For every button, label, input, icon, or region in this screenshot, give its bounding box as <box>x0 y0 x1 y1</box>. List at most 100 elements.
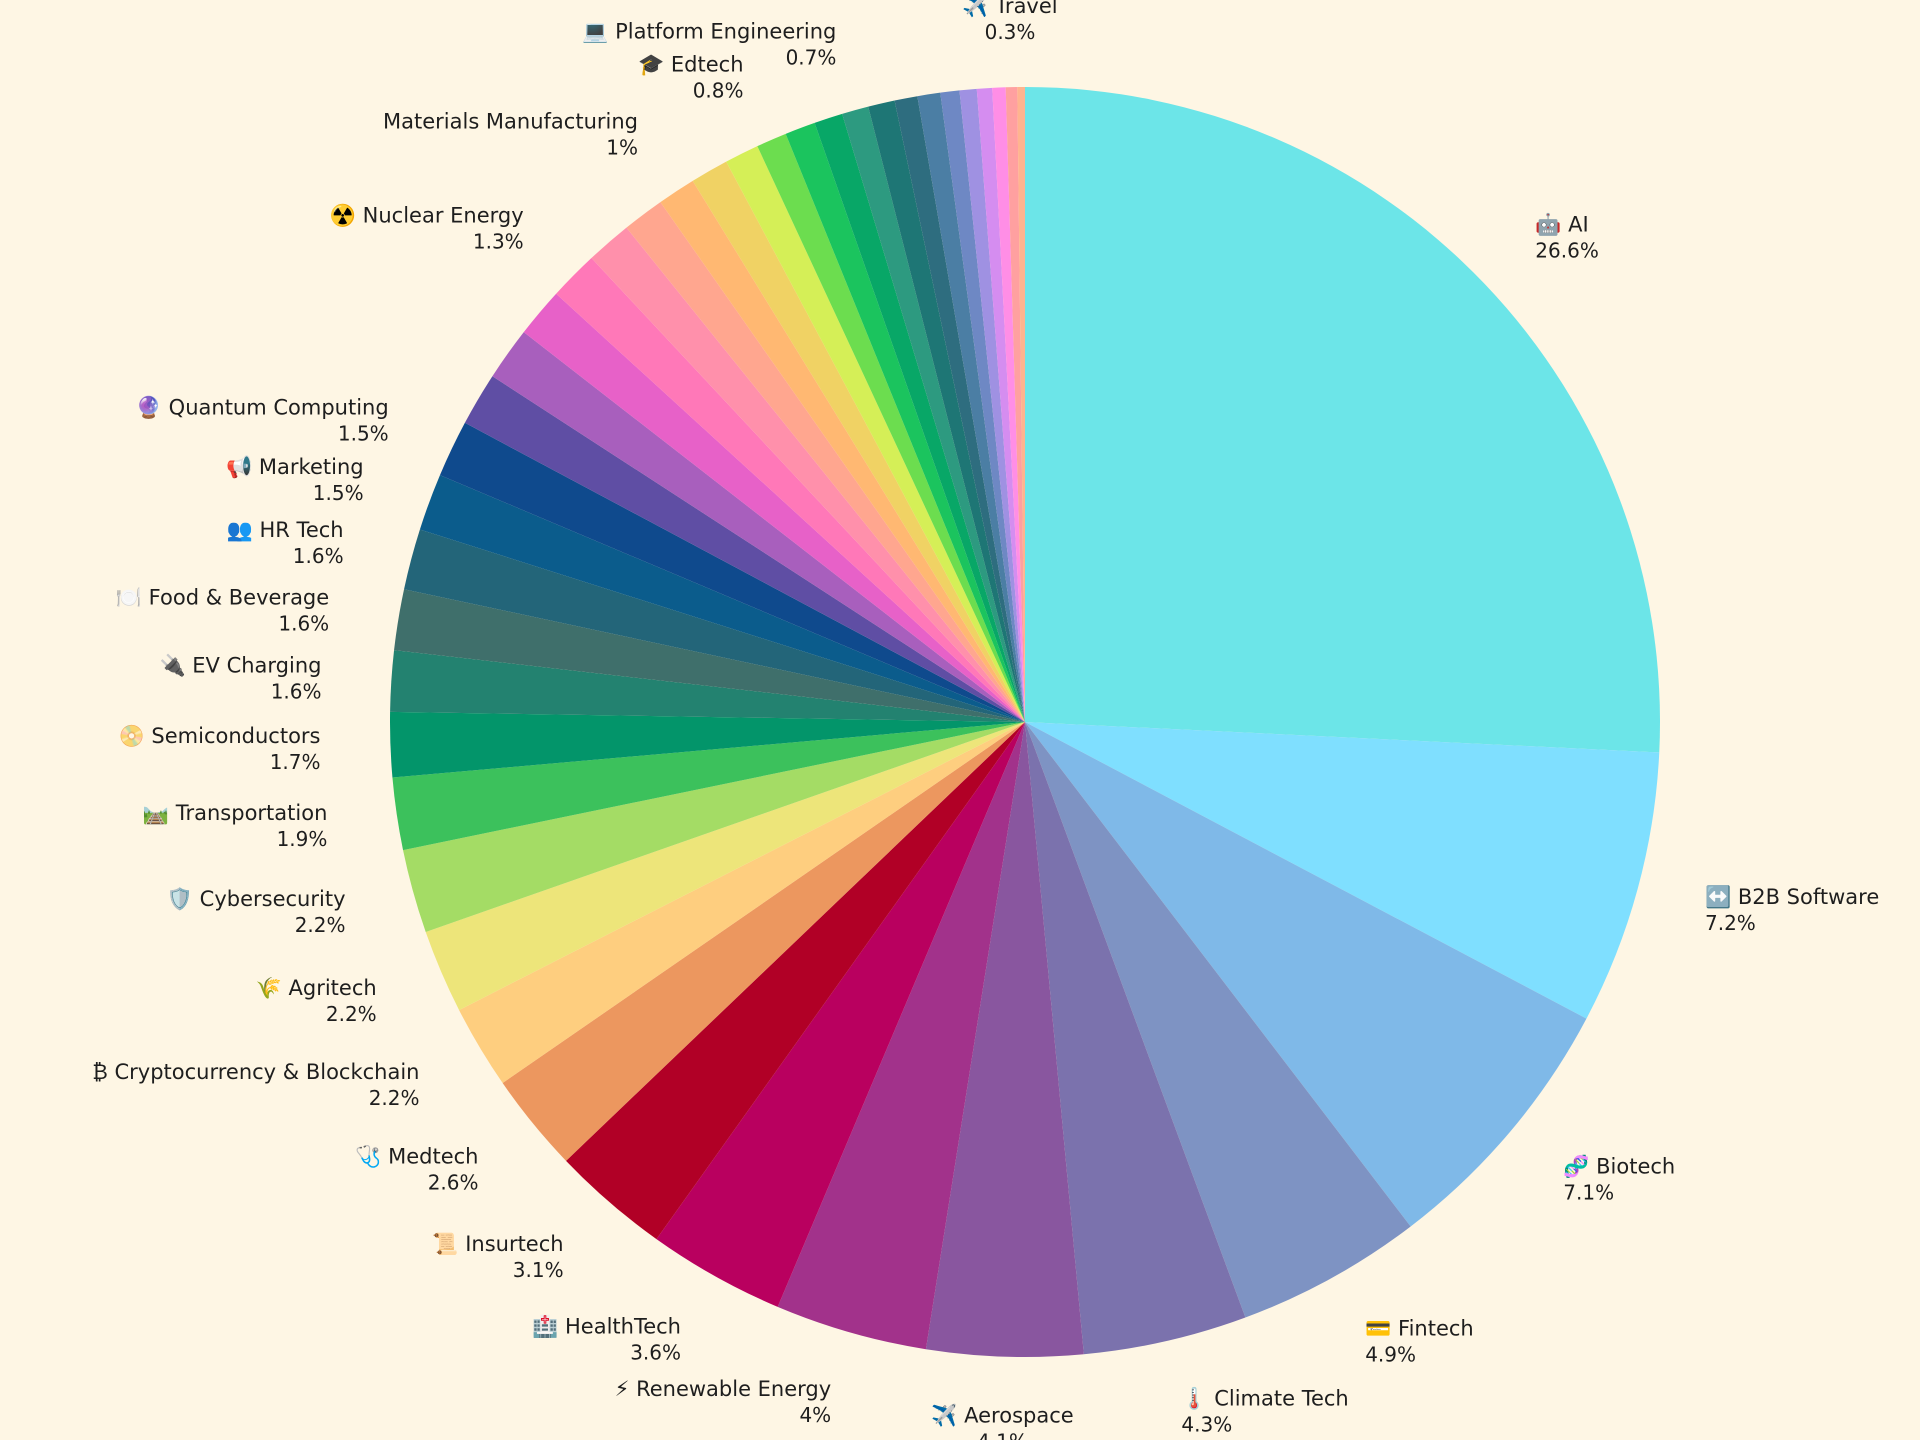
svg-text:🔌 EV Charging: 🔌 EV Charging <box>159 652 321 677</box>
aerospace-icon: ✈️ <box>931 1403 964 1428</box>
pie-slice-climate-tech <box>1025 722 1246 1355</box>
pie-slice <box>976 87 1025 723</box>
pie-slice <box>1017 87 1025 722</box>
svg-text:🏥 HealthTech: 🏥 HealthTech <box>532 1313 681 1338</box>
slice-percent: 1.7% <box>270 750 321 774</box>
slice-label: Cybersecurity <box>200 887 346 911</box>
svg-text:📀 Semiconductors: 📀 Semiconductors <box>119 723 321 749</box>
pie-slice <box>464 376 1025 722</box>
pie-slice <box>492 332 1025 722</box>
svg-text:🤖 AI: 🤖 AI <box>1535 212 1588 237</box>
slice-percent: 1.9% <box>277 827 328 851</box>
slice-label: Nuclear Energy <box>363 203 524 227</box>
pie-slice <box>591 227 1025 722</box>
svg-text:↔️ B2B Software: ↔️ B2B Software <box>1705 884 1879 909</box>
svg-text:⚡ Renewable Energy: ⚡ Renewable Energy <box>615 1377 832 1401</box>
medtech-icon: 🩺 <box>355 1143 388 1168</box>
insurtech-icon: 📜 <box>432 1232 465 1256</box>
pie-slice-cybersecurity <box>403 722 1025 932</box>
pie-slice <box>992 87 1025 723</box>
slice-percent: 1% <box>606 136 638 160</box>
pie-slice <box>894 96 1025 722</box>
pie-slice-agritech <box>425 722 1026 1011</box>
pie-slice-transportation <box>392 722 1025 851</box>
slice-percent: 2.6% <box>428 1170 479 1194</box>
pie-slice-renewable-energy <box>777 722 1025 1350</box>
pie-slice-quantum-computing <box>439 422 1026 722</box>
slice-percent: 4.9% <box>1365 1343 1416 1367</box>
slice-percent: 4.3% <box>1181 1412 1232 1436</box>
svg-text:💳 Fintech: 💳 Fintech <box>1365 1317 1474 1341</box>
pie-slice-cryptocurrency-and-blockchain <box>459 722 1026 1084</box>
slice-percent: 2.2% <box>369 1086 420 1110</box>
slice-label: Edtech <box>671 53 744 77</box>
pie-slice-ai <box>1025 87 1660 753</box>
b2b-software-icon: ↔️ <box>1705 884 1738 909</box>
cybersecurity-icon: 🛡️ <box>167 886 200 911</box>
nuclear-energy-icon: ☢️ <box>330 202 363 227</box>
slice-label: HR Tech <box>260 518 344 542</box>
slice-label: Biotech <box>1596 1154 1675 1178</box>
svg-text:🩺 Medtech: 🩺 Medtech <box>355 1143 478 1168</box>
svg-text:🍽️ Food & Beverage: 🍽️ Food & Beverage <box>116 585 329 609</box>
svg-text:🌡️ Climate Tech: 🌡️ Climate Tech <box>1181 1385 1348 1410</box>
pie-slice-materials-manufacturing <box>660 180 1025 722</box>
renewable-energy-icon: ⚡ <box>615 1377 636 1401</box>
marketing-icon: 📢 <box>226 454 259 480</box>
pie-slice-healthtech <box>656 722 1025 1307</box>
transportation-icon: 🛤️ <box>143 801 176 825</box>
pie-slice-aerospace <box>925 722 1084 1358</box>
pie-label-travel: ✈️ Travel 0.3% <box>962 0 1057 44</box>
ai-icon: 🤖 <box>1535 212 1568 237</box>
slice-label: Agritech <box>289 976 377 1000</box>
pie-slice-edtech <box>757 133 1025 722</box>
svg-text:👥 HR Tech: 👥 HR Tech <box>227 518 344 542</box>
slice-percent: 3.6% <box>630 1340 681 1364</box>
agritech-icon: 🌾 <box>256 976 289 1000</box>
pie-slice <box>814 113 1025 722</box>
pie-slice <box>692 161 1025 722</box>
slice-label: B2B Software <box>1738 885 1879 909</box>
pie-slice <box>523 293 1025 722</box>
slice-percent: 1.3% <box>473 229 524 253</box>
biotech-icon: 🧬 <box>1563 1153 1596 1179</box>
slice-label: EV Charging <box>192 653 321 677</box>
pie-slice-insurtech <box>566 722 1025 1240</box>
svg-text:☢️ Nuclear Energy: ☢️ Nuclear Energy <box>330 202 524 227</box>
svg-text:✈️ Travel: ✈️ Travel <box>962 0 1057 18</box>
slice-percent: 1.6% <box>293 544 344 568</box>
slice-percent: 7.1% <box>1563 1180 1614 1204</box>
pie-slice <box>959 88 1025 723</box>
pie-slice <box>868 100 1025 723</box>
pie-slice-medtech <box>502 722 1025 1161</box>
food-and-beverage-icon: 🍽️ <box>116 585 149 609</box>
slice-label: Medtech <box>388 1144 478 1168</box>
slice-percent: 0.7% <box>786 46 837 70</box>
slice-label: Platform Engineering <box>615 20 836 44</box>
pie-slices <box>389 87 1660 1358</box>
slice-label: Aerospace <box>964 1404 1074 1428</box>
quantum-computing-icon: 🔮 <box>136 395 169 420</box>
edtech-icon: 🎓 <box>638 53 671 77</box>
slice-label: Climate Tech <box>1214 1386 1349 1410</box>
pie-slice-semiconductors <box>389 711 1026 778</box>
slice-label: Semiconductors <box>151 724 320 748</box>
slice-label: Marketing <box>259 455 364 479</box>
slice-percent: 1.5% <box>313 481 364 505</box>
svg-text:✈️ Aerospace: ✈️ Aerospace <box>931 1403 1073 1428</box>
